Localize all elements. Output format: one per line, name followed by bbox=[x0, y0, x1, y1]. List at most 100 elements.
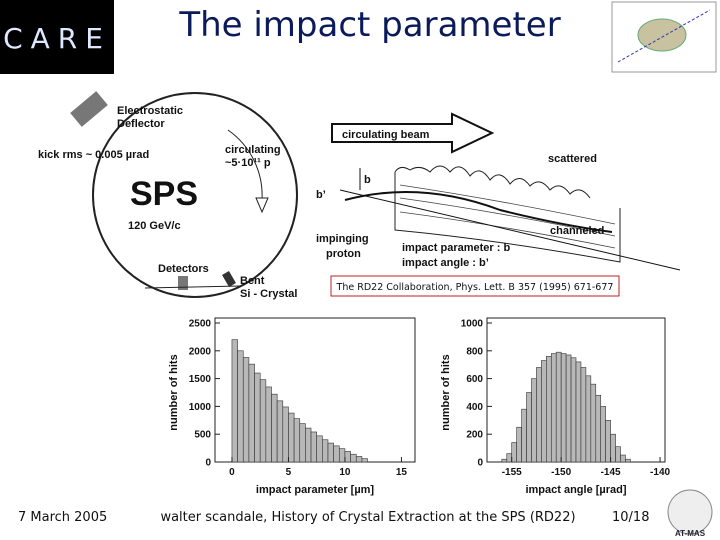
label: Electrostatic bbox=[117, 105, 183, 117]
logo: CARE bbox=[3, 22, 111, 55]
x-tick-label: 0 bbox=[229, 467, 235, 478]
bar bbox=[242, 357, 250, 463]
x-tick-label: -150 bbox=[551, 467, 571, 478]
x-tick-label: 10 bbox=[339, 467, 351, 478]
bar bbox=[610, 433, 616, 463]
label: Deflector bbox=[117, 118, 165, 130]
x-tick-label: -145 bbox=[601, 467, 621, 478]
bar bbox=[516, 426, 522, 463]
x-tick-label: -155 bbox=[502, 467, 522, 478]
footer-date: 7 March 2005 bbox=[18, 510, 107, 525]
bar bbox=[288, 412, 295, 463]
y-tick-label: 1500 bbox=[189, 374, 212, 385]
logo-box bbox=[0, 0, 114, 74]
bar bbox=[541, 360, 547, 463]
scattered-track bbox=[339, 189, 681, 271]
citation: The RD22 Collaboration, Phys. Lett. B 35… bbox=[336, 282, 614, 293]
bar bbox=[344, 451, 351, 463]
channeling-diagram: circulating beam scattered b b’ impingin… bbox=[316, 112, 681, 297]
bar bbox=[511, 442, 517, 463]
bar bbox=[271, 393, 278, 463]
footer-text: walter scandale, History of Crystal Extr… bbox=[160, 510, 575, 525]
crystal-surface bbox=[394, 165, 591, 199]
bar bbox=[625, 458, 631, 463]
y-tick-label: 400 bbox=[466, 402, 483, 413]
y-tick-label: 0 bbox=[477, 458, 483, 469]
bar bbox=[615, 446, 621, 463]
bar bbox=[276, 400, 284, 463]
label: impinging bbox=[316, 233, 369, 245]
bar bbox=[521, 408, 527, 463]
beam-arrow bbox=[331, 112, 495, 154]
y-tick-label: 2500 bbox=[189, 319, 212, 330]
bar bbox=[555, 351, 562, 463]
label: Si - Crystal bbox=[240, 288, 297, 300]
bar bbox=[299, 423, 306, 463]
bar bbox=[248, 363, 255, 463]
bar bbox=[316, 435, 323, 463]
bar bbox=[237, 350, 244, 463]
bar bbox=[580, 367, 587, 463]
bar bbox=[265, 386, 272, 463]
y-tick-label: 2000 bbox=[189, 346, 212, 357]
bar bbox=[355, 456, 363, 463]
planes bbox=[399, 184, 616, 249]
label: circulating beam bbox=[342, 129, 430, 141]
x-tick-label: 15 bbox=[396, 467, 408, 478]
label: kick rms ~ 0.005 µrad bbox=[38, 149, 149, 161]
bar bbox=[620, 454, 626, 463]
bar bbox=[361, 458, 368, 463]
arrow bbox=[227, 129, 263, 201]
deflector bbox=[70, 91, 108, 127]
bar bbox=[259, 379, 267, 463]
beam-line bbox=[617, 9, 711, 63]
bar bbox=[546, 356, 552, 463]
bar bbox=[565, 354, 572, 463]
x-tick-label: -140 bbox=[650, 467, 670, 478]
channeled-track bbox=[344, 191, 613, 233]
bar bbox=[327, 442, 334, 463]
bar bbox=[575, 361, 582, 463]
bar bbox=[282, 406, 289, 463]
corner-image bbox=[611, 1, 717, 73]
crystal bbox=[394, 172, 621, 263]
corner-logo-mark bbox=[667, 489, 713, 535]
bar bbox=[531, 378, 537, 463]
detector bbox=[178, 276, 188, 290]
bar bbox=[536, 367, 542, 463]
bar bbox=[231, 339, 238, 463]
label: Bent bbox=[240, 275, 265, 287]
label: b bbox=[364, 174, 371, 186]
x-axis-label: impact parameter [µm] bbox=[256, 484, 375, 496]
x-axis-label: impact angle [µrad] bbox=[525, 484, 626, 496]
sps-diagram: Electrostatic Deflector circulating ~5·1… bbox=[38, 91, 298, 300]
label: scattered bbox=[548, 153, 597, 165]
bar bbox=[585, 375, 592, 463]
bar bbox=[350, 453, 357, 463]
y-tick-label: 200 bbox=[466, 430, 483, 441]
y-tick-label: 0 bbox=[205, 458, 211, 469]
bar bbox=[600, 406, 606, 463]
bar bbox=[254, 372, 261, 463]
title: The impact parameter bbox=[178, 5, 560, 45]
bar bbox=[333, 445, 340, 463]
y-tick-label: 600 bbox=[466, 374, 483, 385]
y-tick-label: 1000 bbox=[189, 402, 212, 413]
ring bbox=[92, 92, 298, 298]
x-tick-label: 5 bbox=[286, 467, 292, 478]
corner-logo: AT-MAS bbox=[675, 529, 706, 538]
y-axis-label: number of hits bbox=[168, 354, 180, 430]
bar bbox=[550, 353, 557, 463]
citation-box bbox=[330, 275, 620, 297]
bar bbox=[322, 439, 329, 463]
y-tick-label: 1000 bbox=[461, 319, 484, 330]
bar bbox=[501, 458, 508, 463]
bar bbox=[560, 353, 567, 463]
crystal bbox=[222, 270, 236, 288]
arrowhead bbox=[255, 197, 269, 214]
bar bbox=[605, 419, 611, 463]
label: impact parameter : b bbox=[402, 242, 510, 254]
bar bbox=[293, 418, 301, 463]
